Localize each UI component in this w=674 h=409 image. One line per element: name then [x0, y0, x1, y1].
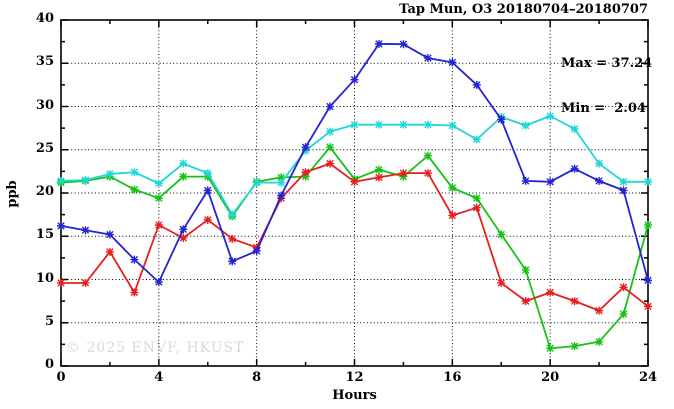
- y-tick-label: 25: [35, 140, 54, 156]
- x-tick-label: 8: [252, 370, 262, 385]
- x-tick-label: 0: [56, 370, 66, 385]
- red-series-markers: [57, 159, 652, 315]
- x-tick-label: 24: [638, 370, 658, 385]
- max-label: Max = 37.24: [561, 56, 653, 71]
- y-tick-label: 0: [44, 357, 54, 372]
- maxmin-annotation: Max = 37.24 Min = 2.04: [561, 26, 652, 146]
- x-tick-label: 16: [443, 370, 462, 385]
- y-tick-label: 35: [35, 54, 54, 70]
- y-tick-label: 30: [35, 97, 54, 113]
- x-tick-label: 20: [541, 370, 560, 385]
- y-tick-label: 10: [35, 270, 54, 286]
- y-tick-label: 5: [44, 313, 54, 329]
- chart-title: Tap Mun, O3 20180704–20180707: [399, 2, 648, 17]
- min-label: Min = 2.04: [561, 101, 646, 116]
- y-tick-label: 40: [35, 11, 54, 26]
- y-tick-label: 20: [35, 184, 54, 199]
- x-axis-label: Hours: [332, 388, 377, 403]
- cyan-series-line: [60, 115, 648, 216]
- blue-series-markers: [57, 39, 652, 287]
- x-tick-label: 12: [345, 370, 364, 385]
- plot-border: [60, 19, 649, 367]
- x-tick-label: 4: [154, 370, 164, 385]
- watermark: © 2025 ENVF, HKUST: [66, 340, 245, 356]
- cyan-series-markers: [57, 112, 652, 219]
- y-tick-label: 15: [35, 227, 54, 243]
